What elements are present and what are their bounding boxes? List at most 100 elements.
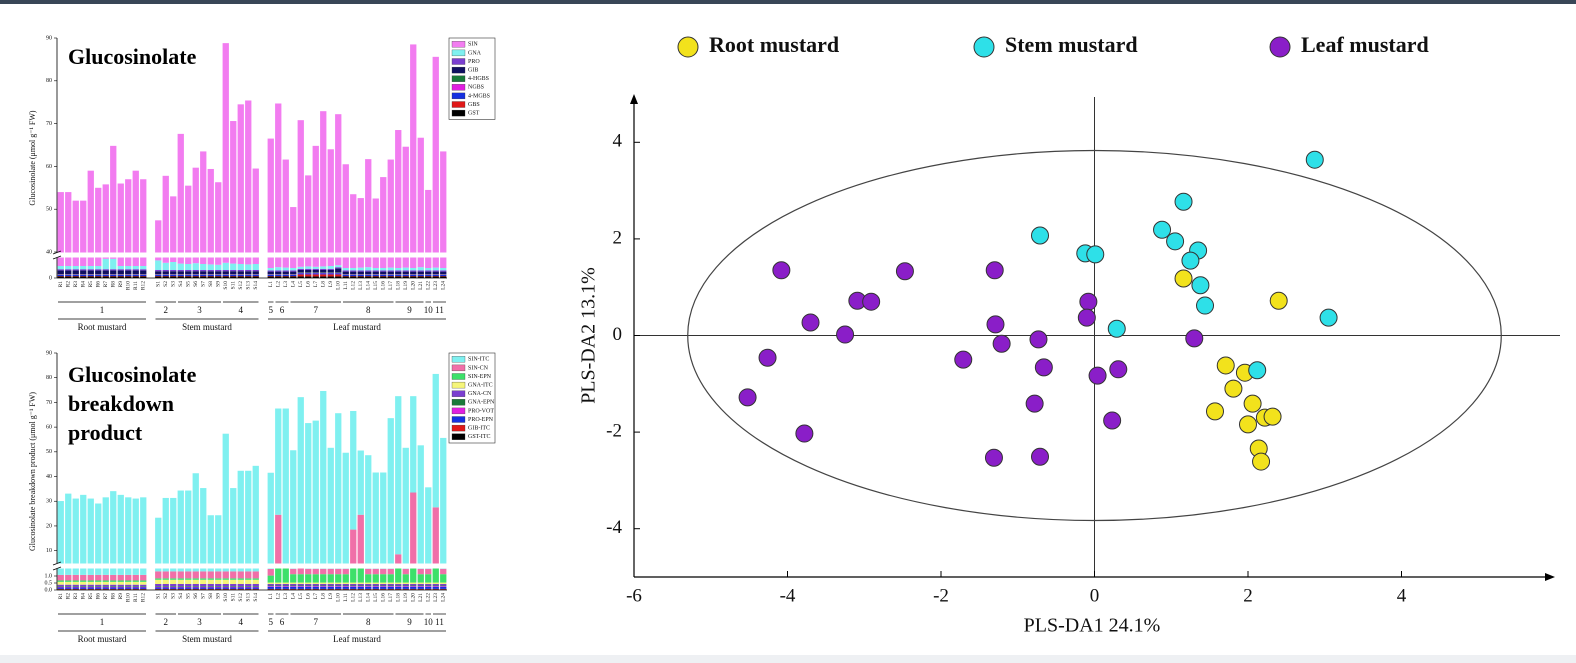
bar-segment	[192, 473, 199, 572]
bar-segment	[320, 266, 327, 269]
x-tick-label: L24	[441, 593, 447, 602]
bar-segment	[65, 269, 72, 271]
y-axis-label: Glucosinolate breakdown product (μmol g⁻…	[28, 392, 37, 551]
bar-segment	[425, 585, 432, 587]
point	[1031, 226, 1050, 245]
bar-segment	[80, 574, 87, 581]
bar-segment	[402, 586, 409, 587]
bar-segment	[230, 586, 237, 588]
bar-segment	[192, 586, 199, 587]
bar-segment	[117, 494, 124, 575]
bar-segment	[440, 582, 447, 584]
bar-segment	[57, 276, 64, 278]
bar-segment	[125, 266, 132, 270]
bar-segment	[410, 44, 417, 268]
bar-segment	[425, 586, 432, 589]
bar-segment	[132, 584, 139, 587]
bar-segment	[185, 587, 192, 589]
y-tick-label: 0	[613, 324, 623, 345]
bar-segment	[200, 274, 207, 276]
point	[1191, 276, 1210, 295]
bar-segment	[395, 276, 402, 278]
bar-segment	[95, 580, 102, 582]
bar-segment	[140, 266, 147, 270]
bar-segment	[192, 586, 199, 588]
bar-segment	[252, 168, 259, 264]
bar-segment	[65, 581, 72, 585]
legend-swatch	[451, 381, 466, 389]
bar-segment	[80, 586, 87, 587]
species-label: Leaf mustard	[333, 322, 381, 332]
legend-label: PRO-VOT	[468, 408, 494, 414]
bar-segment	[252, 587, 259, 589]
x-tick-label: R9	[118, 281, 124, 288]
bar-segment	[410, 563, 417, 583]
bar-segment	[387, 583, 394, 586]
x-tick-label: L8	[321, 593, 327, 599]
bar-segment	[155, 220, 162, 261]
bar-segment	[222, 571, 229, 579]
bar-segment	[267, 274, 274, 276]
groups-label: 5	[269, 305, 274, 315]
bar-segment	[357, 450, 364, 515]
bar-segment	[312, 420, 319, 569]
bar-segment	[102, 276, 109, 278]
bar-segment	[417, 271, 424, 274]
bar-segment	[297, 574, 304, 583]
point	[795, 424, 814, 443]
bar-segment	[335, 276, 342, 278]
bar-segment	[297, 567, 304, 575]
x-tick-label: S13	[246, 593, 252, 602]
bar-segment	[162, 583, 169, 587]
bar-segment	[80, 200, 87, 266]
x-tick-label: L17	[388, 593, 394, 602]
bar-segment	[267, 268, 274, 271]
bar-segment	[65, 493, 72, 575]
bar-segment	[200, 264, 207, 270]
bar-segment	[72, 587, 79, 589]
bar-segment	[125, 274, 132, 276]
point	[1269, 291, 1288, 310]
x-tick-label: S14	[253, 593, 259, 602]
bar-segment	[380, 276, 387, 278]
y-tick-label: 40	[46, 249, 52, 255]
bar-segment	[275, 274, 282, 276]
bar-segment	[185, 185, 192, 264]
bar-segment	[290, 586, 297, 589]
bar-segment	[387, 582, 394, 584]
bar-segment	[72, 574, 79, 581]
bar-segment	[215, 264, 222, 270]
y-tick-label: 40	[46, 474, 52, 480]
bar-segment	[80, 494, 87, 575]
bar-segment	[402, 568, 409, 575]
x-tick-label: S4	[178, 281, 184, 287]
bar-segment	[312, 586, 319, 589]
bar-segment	[395, 271, 402, 274]
bar-segment	[342, 586, 349, 589]
bar-segment	[125, 584, 132, 587]
bar-segment	[290, 274, 297, 276]
bar-segment	[207, 579, 214, 584]
bar-segment	[237, 583, 244, 587]
bar-segment	[365, 586, 372, 587]
bar-segment	[192, 579, 199, 584]
x-tick-label: L23	[433, 281, 439, 290]
bar-segment	[80, 276, 87, 278]
x-tick-label: 0	[1090, 585, 1100, 606]
bar-segment	[117, 586, 124, 587]
bar-segment	[192, 578, 199, 580]
bar-segment	[305, 273, 312, 275]
bar-segment	[417, 586, 424, 587]
bar-segment	[305, 585, 312, 587]
bar-segment	[245, 274, 252, 276]
bar-segment	[65, 584, 72, 587]
x-tick-label: S12	[238, 281, 244, 290]
bar-segment	[245, 571, 252, 579]
bar-segment	[440, 586, 447, 587]
bar-segment	[87, 266, 94, 270]
bar-segment	[185, 274, 192, 276]
bar-segment	[65, 586, 72, 588]
bar-segment	[102, 574, 109, 581]
bar-segment	[200, 276, 207, 278]
